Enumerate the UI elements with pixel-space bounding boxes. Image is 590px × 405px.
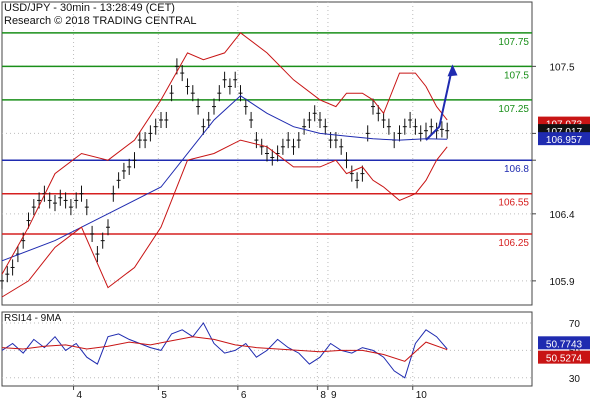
rsi-tag-label: 50.7743 (546, 339, 583, 350)
level-label: 106.55 (498, 198, 529, 209)
rsi-tick-label: 30 (569, 374, 581, 385)
rsi-tag (538, 350, 590, 364)
forecast-arrow-line (425, 66, 454, 141)
x-tick-label: 6 (241, 390, 247, 400)
series-rsi-ma (1, 336, 448, 362)
y-tick-label: 106.4 (549, 210, 574, 221)
rsi-panel-title: RSI14 - 9MA (4, 313, 62, 324)
rsi-tag (538, 336, 590, 350)
chart-title: USD/JPY - 30min - 13:28:49 (CET) (4, 2, 175, 14)
x-tick-label: 5 (161, 390, 167, 400)
series-moving-average (1, 95, 448, 262)
x-tick-label: 9 (331, 390, 337, 400)
level-label: 107.75 (498, 37, 529, 48)
x-tick-label: 4 (77, 390, 83, 400)
rsi-tag-label: 50.5274 (546, 354, 583, 365)
main-price-panel: 105.9106.4107.0107.5107.75107.5107.25106… (0, 1, 590, 306)
x-tick-label: 8 (320, 390, 326, 400)
level-label: 106.8 (504, 164, 529, 175)
main-panel-frame (1, 1, 533, 306)
level-label: 107.25 (498, 104, 529, 115)
series-rsi (1, 322, 448, 379)
x-tick-label: 10 (416, 390, 428, 400)
y-tick-label: 105.9 (549, 277, 574, 288)
chart-copyright: Research © 2018 TRADING CENTRAL (4, 15, 197, 27)
forecast-arrow-head (447, 64, 458, 77)
price-tag-label: 106.957 (546, 135, 583, 146)
series-lower-band (1, 139, 448, 298)
series-upper-band (1, 32, 448, 275)
level-label: 107.5 (504, 70, 529, 81)
rsi-tick-label: 70 (569, 319, 581, 330)
level-label: 106.25 (498, 238, 529, 249)
y-tick-label: 107.5 (549, 62, 574, 73)
price-tag (538, 132, 590, 146)
rsi-panel-frame (1, 311, 533, 387)
